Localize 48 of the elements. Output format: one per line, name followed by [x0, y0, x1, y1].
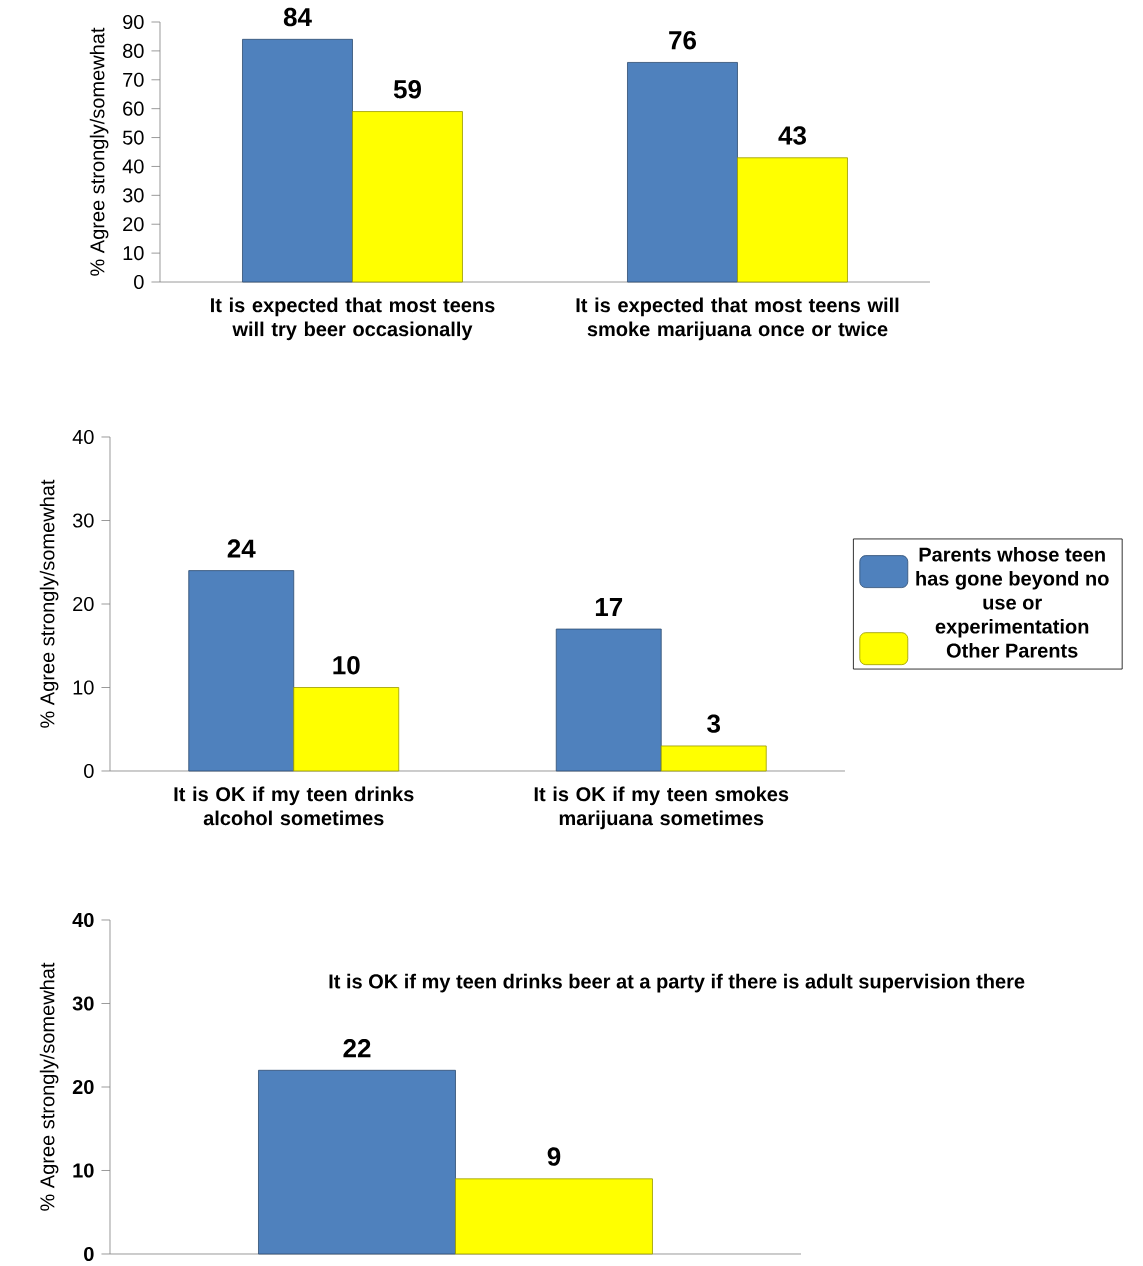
data-label: 59	[393, 80, 421, 99]
y-tick-label: 0	[84, 1246, 94, 1262]
y-axis-title: % Agree strongly/somewhat	[39, 479, 59, 728]
data-label: 17	[595, 598, 623, 616]
y-tick-label: 40	[72, 912, 94, 928]
y-tick-label: 10	[123, 246, 144, 261]
y-tick-label: 70	[123, 72, 144, 87]
bar	[293, 687, 400, 772]
x-tick-label: It is OK if my teen drinks alcohol sometimes	[174, 786, 414, 826]
x-tick-label: It is expected that most teens will smoke marijuana once or twice	[576, 297, 899, 341]
y-tick-label: 30	[122, 188, 144, 203]
y-axis-title: % Agree strongly/somewhat	[39, 962, 59, 1211]
y-tick-label: 50	[122, 130, 144, 145]
legend-label: Parents whose teen has gone beyond no use or experimentation	[916, 546, 1109, 638]
legend-label: Other Parents	[946, 642, 1078, 658]
y-tick-label: 40	[122, 159, 144, 174]
y-tick-label: 40	[72, 429, 94, 445]
y-tick-label: 80	[123, 43, 144, 58]
data-label: 22	[343, 1039, 371, 1058]
data-label: 9	[547, 1147, 561, 1166]
y-axis-title: % Agree strongly/somewhat	[89, 27, 109, 276]
data-label: 24	[227, 539, 256, 558]
y-tick-label: 30	[72, 996, 94, 1011]
y-tick-label: 10	[73, 1163, 94, 1178]
bar	[188, 570, 295, 772]
text: It is OK if my teen drinks beer at a party if there is adult supervision there	[329, 973, 1025, 993]
x-tick-label: It is OK if my teen smokes marijuana sometimes	[534, 786, 789, 830]
data-label: 84	[283, 7, 312, 27]
bar	[660, 745, 767, 772]
bar	[352, 111, 463, 283]
x-tick-label: It is expected that most teens will try beer occasionally	[211, 297, 495, 341]
y-tick-label: 20	[123, 217, 144, 232]
bar	[737, 157, 848, 283]
data-label: 43	[778, 126, 807, 145]
y-tick-label: 30	[72, 513, 94, 528]
bar	[555, 628, 662, 772]
y-tick-label: 20	[72, 1079, 94, 1095]
y-tick-label: 60	[123, 101, 144, 116]
bar	[627, 62, 738, 283]
y-tick-label: 0	[84, 763, 94, 779]
y-tick-label: 90	[123, 14, 144, 30]
y-tick-label: 10	[73, 680, 94, 695]
data-label: 3	[707, 714, 721, 733]
bar	[242, 38, 353, 283]
data-label: 10	[333, 656, 360, 675]
y-tick-label: 0	[134, 274, 144, 290]
data-label: 76	[669, 30, 697, 50]
y-tick-label: 20	[73, 596, 94, 612]
